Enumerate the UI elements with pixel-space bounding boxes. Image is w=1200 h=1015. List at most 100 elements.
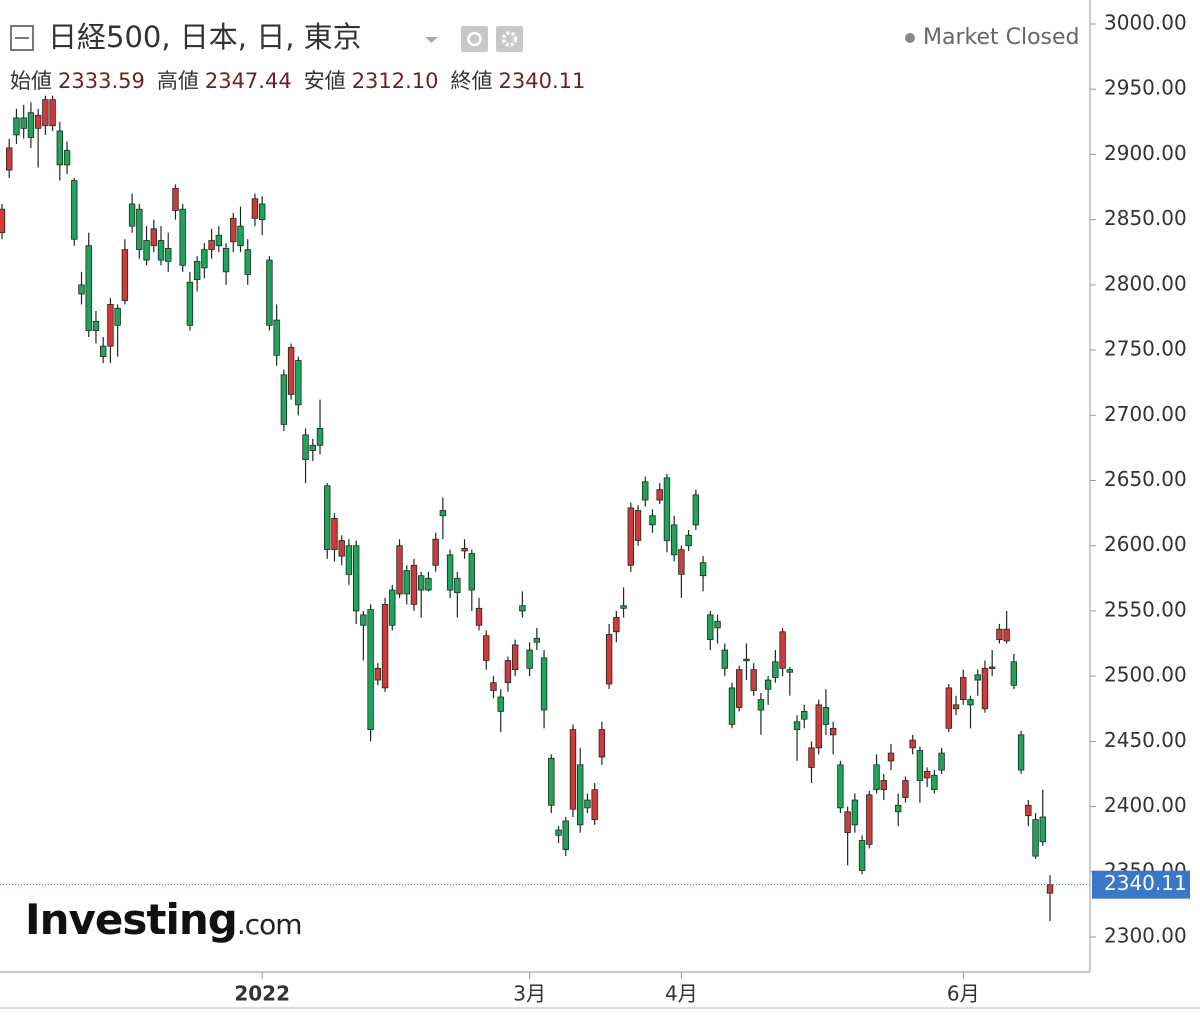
candle-body [634,510,642,541]
candle-body [757,699,765,711]
candle-body [389,589,396,626]
candle-body [721,649,728,669]
candle-body [352,545,360,612]
candle-body [193,260,201,281]
collapse-icon[interactable] [10,25,34,51]
candle-body [157,240,165,261]
ohlc-value: 2340.11 [499,69,586,93]
settings-icon[interactable] [496,26,523,52]
candle-body [829,727,837,736]
y-tick-label: 2850.00 [1104,206,1187,230]
candle-body [1046,884,1054,894]
y-tick-label: 2750.00 [1104,337,1187,361]
market-status: Market Closed [923,25,1080,50]
candle-body [1032,819,1039,857]
candle-body [801,710,808,720]
candle-body [822,707,830,725]
candle-body [475,607,483,626]
candle-body [663,477,671,541]
candle-body [562,820,569,851]
candle-body [916,750,924,781]
candle-body [815,704,822,749]
candle-body [837,764,844,809]
candle-body [0,208,6,234]
candle-body [302,434,309,461]
candle-body [360,614,367,626]
ohlc-value: 2333.59 [58,69,145,93]
ohlc-label: 始値 [10,69,52,93]
candle-body [627,507,634,566]
candle-body [468,553,475,591]
x-tick-label: 4月 [665,982,698,1006]
candle-body [764,679,772,690]
status-dot [905,33,915,43]
candle-body [1003,628,1010,642]
candle-body [577,764,584,826]
candle-body [591,789,598,821]
gear [501,31,518,47]
candle-body [504,660,512,684]
candle-body [92,320,100,331]
ohlc-value: 2312.10 [352,69,439,93]
candle-body [208,240,215,251]
ohlc-label: 高値 [157,69,199,93]
candle-body [1017,734,1025,771]
candle-body [273,319,280,356]
candle-body [483,635,490,661]
y-tick-label: 2500.00 [1104,663,1187,687]
icon-box [461,26,488,52]
dropdown-caret[interactable] [425,37,438,43]
y-tick-label: 2950.00 [1104,76,1187,100]
candle-body [266,259,273,326]
candle-body [1039,816,1046,843]
candle-body [685,534,692,547]
candle-body [179,208,186,266]
candle-body [931,774,938,791]
candle-body [78,284,85,295]
candle-body [670,524,678,556]
candle-body [186,281,194,326]
candle-body [396,545,403,595]
candle-body [548,757,555,806]
candle-body [324,485,331,551]
candle-body [880,780,887,791]
candle-body [410,564,418,605]
candle-body [237,225,244,247]
ohlc-value: 2347.44 [205,69,292,93]
candle-body [42,99,49,127]
candle-body [605,634,613,685]
candle-body [56,130,64,166]
watermark: Investing.com [25,895,302,944]
candle-body [866,794,873,845]
candle-body [923,770,931,779]
icon-box [496,26,523,52]
candle-body [895,804,902,813]
candle-body [49,99,56,127]
candle-body [793,721,801,731]
candle-body [786,669,794,673]
ohlc-label: 終値 [451,69,493,93]
candle-body [309,444,316,451]
candle-body [13,117,20,136]
candle-body [649,515,656,526]
candle-body [967,699,974,706]
candle-body [620,605,627,609]
candle-body [6,147,13,171]
candle-body [555,829,562,836]
candle-body [692,494,700,526]
candle-body [85,245,92,331]
candle-body [381,604,389,689]
visibility-icon[interactable] [461,26,488,52]
last-price-label: 2340.11 [1104,871,1187,895]
candle-body [432,538,439,566]
candle-body [844,811,851,834]
candle-body [960,677,967,701]
candle-body [251,198,259,219]
candle-body [699,562,707,577]
candle-body [736,669,743,708]
candle-body [851,799,859,826]
candle-body [642,481,649,501]
candle-body [446,554,454,591]
candle-body [974,674,981,681]
